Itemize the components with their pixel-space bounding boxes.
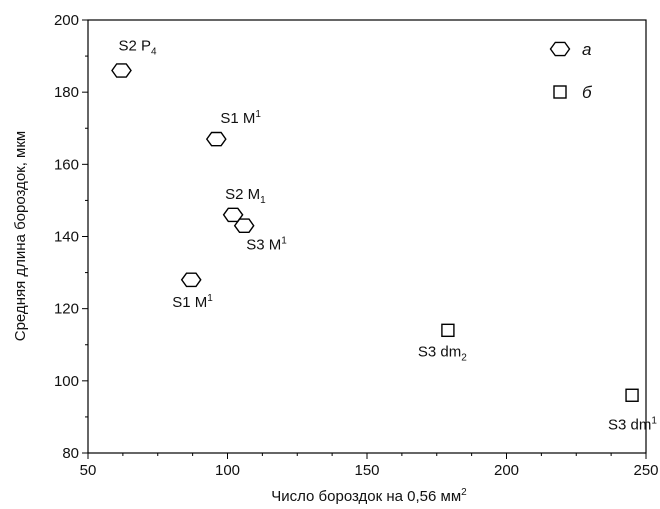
point-label: S3 dm2 — [418, 343, 467, 363]
plot-frame — [87, 19, 647, 454]
y-tick-label: 180 — [54, 84, 79, 101]
square-marker — [441, 323, 455, 338]
x-tick-label: 150 — [354, 462, 379, 479]
legend-label: а — [582, 40, 591, 59]
y-tick-label: 200 — [54, 12, 79, 29]
y-tick-label: 160 — [54, 156, 79, 173]
point-label: S3 dm1 — [608, 415, 657, 433]
y-tick-label: 120 — [54, 301, 79, 318]
y-axis-title: Средняя длина бороздок, мкм — [12, 131, 29, 342]
y-tick-label: 80 — [62, 445, 79, 462]
legend-label: б — [582, 83, 593, 102]
point-label: S2 P4 — [118, 38, 157, 58]
legend-square-marker — [553, 85, 567, 99]
y-tick-label: 140 — [54, 229, 79, 246]
point-label: S2 M1 — [225, 186, 266, 206]
x-tick-label: 100 — [215, 462, 240, 479]
point-labels: S2 P4 S1 M1 S2 M1 S3 M1 S1 M1 S3 dm2 S3 dm1 — [118, 38, 657, 434]
hexagon-marker — [205, 131, 227, 147]
point-label: S1 M1 — [220, 109, 261, 127]
x-tick-label: 250 — [633, 462, 658, 479]
point-label: S3 M1 — [246, 236, 287, 254]
legend-hexagon-marker — [549, 41, 571, 57]
x-tick-label: 50 — [80, 462, 97, 479]
data-marks — [111, 63, 639, 402]
axes: 50 100 150 200 250 80 100 120 140 160 180 200 — [54, 12, 659, 479]
y-tick-label: 100 — [54, 373, 79, 390]
legend: аб — [549, 40, 593, 102]
square-marker — [625, 388, 639, 402]
hexagon-marker — [233, 218, 255, 234]
x-axis-title: Число бороздок на 0,56 мм2 — [271, 487, 467, 505]
hexagon-marker — [111, 63, 132, 78]
point-label: S1 M1 — [172, 293, 213, 311]
hexagon-marker — [180, 272, 202, 288]
x-tick-label: 200 — [494, 462, 519, 479]
